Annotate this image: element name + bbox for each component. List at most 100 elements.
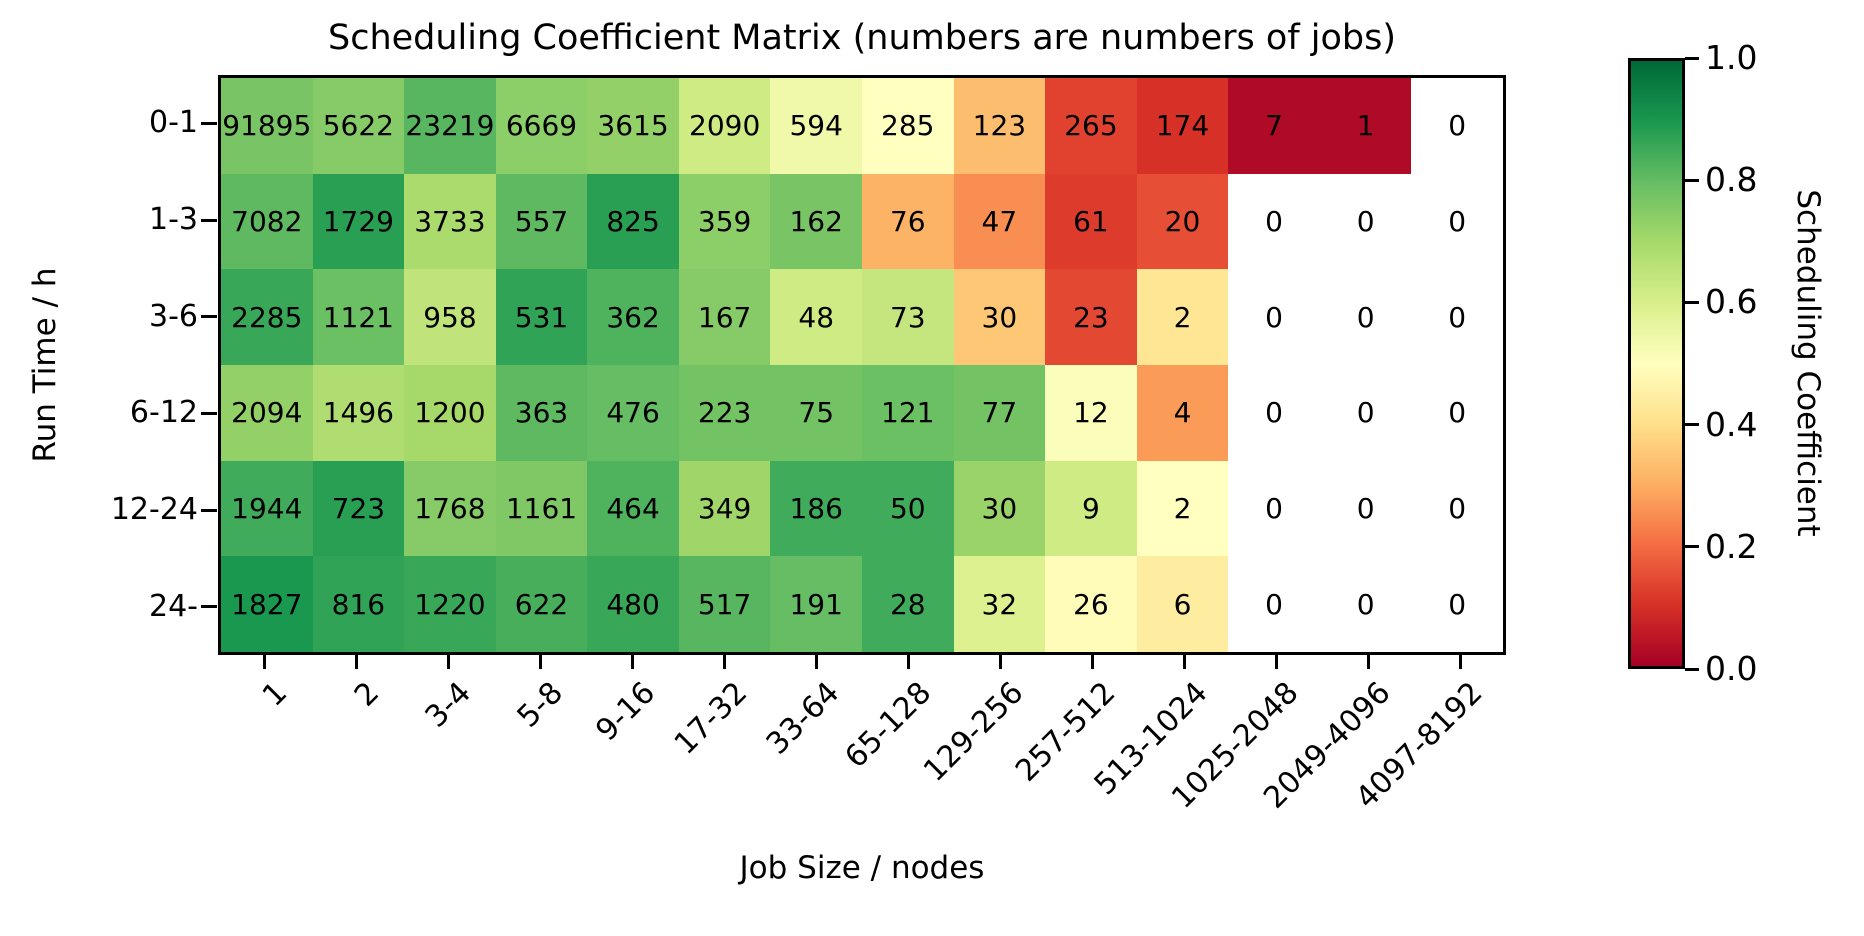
heatmap-cell-r5-c12: 0 bbox=[1319, 556, 1412, 652]
x-tick-label: 1 bbox=[255, 675, 295, 714]
y-tick-mark bbox=[201, 121, 217, 125]
y-tick-mark bbox=[201, 315, 217, 319]
heatmap-cell-r4-c5: 349 bbox=[678, 460, 771, 557]
colorbar-tick-mark bbox=[1685, 178, 1699, 182]
heatmap-cell-r5-c5: 517 bbox=[678, 556, 771, 652]
heatmap-cell-r4-c10: 2 bbox=[1136, 460, 1229, 557]
heatmap-cell-r4-c3: 1161 bbox=[495, 460, 588, 557]
heatmap-cell-r4-c2: 1768 bbox=[404, 460, 496, 557]
heatmap-cell-r3-c2: 1200 bbox=[404, 364, 496, 461]
colorbar-tick-mark bbox=[1685, 545, 1699, 549]
heatmap-cell-r3-c1: 1496 bbox=[312, 364, 405, 461]
heatmap-cell-r3-c5: 223 bbox=[678, 364, 771, 461]
heatmap-cell-r1-c0: 7082 bbox=[221, 173, 313, 270]
heatmap-cell-r5-c9: 26 bbox=[1045, 556, 1137, 652]
y-tick-label: 0-1 bbox=[149, 105, 198, 141]
colorbar-tick-mark bbox=[1685, 300, 1699, 304]
y-tick-label: 6-12 bbox=[129, 395, 198, 431]
heatmap-cell-r1-c12: 0 bbox=[1319, 173, 1412, 270]
heatmap-cell-r0-c13: 0 bbox=[1411, 78, 1503, 174]
heatmap-cell-r4-c6: 186 bbox=[770, 460, 862, 557]
heatmap-cell-r1-c2: 3733 bbox=[404, 173, 496, 270]
heatmap-cell-r4-c9: 9 bbox=[1045, 460, 1137, 557]
colorbar-tick-mark bbox=[1685, 667, 1699, 671]
colorbar-gradient bbox=[1628, 58, 1685, 669]
heatmap-cell-r2-c6: 48 bbox=[770, 269, 862, 365]
heatmap-cell-r1-c7: 76 bbox=[861, 173, 954, 270]
heatmap-cell-r3-c0: 2094 bbox=[221, 364, 313, 461]
heatmap-cell-r3-c11: 0 bbox=[1228, 364, 1320, 461]
heatmap-cell-r4-c8: 30 bbox=[953, 460, 1046, 557]
x-tick-mark bbox=[998, 655, 1002, 669]
heatmap-cell-r2-c0: 2285 bbox=[221, 269, 313, 365]
x-tick-mark bbox=[1090, 655, 1094, 669]
colorbar-label: Scheduling Coefficient bbox=[1790, 189, 1826, 537]
y-tick-mark bbox=[201, 605, 217, 609]
x-tick-mark bbox=[1274, 655, 1278, 669]
heatmap-cell-r2-c13: 0 bbox=[1411, 269, 1503, 365]
x-tick-mark bbox=[262, 655, 266, 669]
heatmap-cell-r0-c4: 3615 bbox=[587, 78, 679, 174]
x-tick-mark bbox=[1458, 655, 1462, 669]
heatmap-cell-r5-c7: 28 bbox=[861, 556, 954, 652]
heatmap-cell-r3-c13: 0 bbox=[1411, 364, 1503, 461]
y-tick-mark bbox=[201, 218, 217, 222]
heatmap-cell-r3-c8: 77 bbox=[953, 364, 1046, 461]
heatmap-cell-r0-c8: 123 bbox=[953, 78, 1046, 174]
heatmap-cell-r4-c7: 50 bbox=[861, 460, 954, 557]
heatmap-cell-r5-c2: 1220 bbox=[404, 556, 496, 652]
heatmap-cell-r1-c13: 0 bbox=[1411, 173, 1503, 270]
heatmap-cell-r2-c1: 1121 bbox=[312, 269, 405, 365]
heatmap-cell-r2-c3: 531 bbox=[495, 269, 588, 365]
heatmap-cell-r5-c10: 6 bbox=[1136, 556, 1229, 652]
heatmap-cell-r2-c10: 2 bbox=[1136, 269, 1229, 365]
x-tick-label: 2 bbox=[347, 675, 387, 714]
heatmap-plot: 91895 5622 23219 6669 3615 2090 594 285 123 265 17… bbox=[218, 75, 1506, 655]
y-axis-label: Run Time / h bbox=[27, 267, 63, 463]
x-tick-label: 5-8 bbox=[510, 675, 571, 735]
heatmap-cell-r1-c8: 47 bbox=[953, 173, 1046, 270]
heatmap-cell-r0-c5: 2090 bbox=[678, 78, 771, 174]
heatmap-cell-r4-c13: 0 bbox=[1411, 460, 1503, 557]
heatmap-cell-r5-c3: 622 bbox=[495, 556, 588, 652]
heatmap-cell-r3-c9: 12 bbox=[1045, 364, 1137, 461]
heatmap-cell-r3-c4: 476 bbox=[587, 364, 679, 461]
heatmap-cell-r5-c11: 0 bbox=[1228, 556, 1320, 652]
heatmap-cell-r0-c6: 594 bbox=[770, 78, 862, 174]
heatmap-cell-r1-c1: 1729 bbox=[312, 173, 405, 270]
heatmap-cell-r2-c4: 362 bbox=[587, 269, 679, 365]
x-tick-mark bbox=[1366, 655, 1370, 669]
heatmap-cell-r5-c0: 1827 bbox=[221, 556, 313, 652]
heatmap-cell-r0-c1: 5622 bbox=[312, 78, 405, 174]
heatmap-cell-r0-c7: 285 bbox=[861, 78, 954, 174]
heatmap-cell-r1-c3: 557 bbox=[495, 173, 588, 270]
colorbar-tick-label: 0.0 bbox=[1705, 649, 1758, 688]
heatmap-cell-r2-c5: 167 bbox=[678, 269, 771, 365]
heatmap-cell-r2-c7: 73 bbox=[861, 269, 954, 365]
colorbar-tick-mark bbox=[1685, 423, 1699, 427]
x-tick-label: 33-64 bbox=[759, 675, 847, 762]
y-tick-mark bbox=[201, 411, 217, 415]
colorbar-tick-label: 0.2 bbox=[1705, 526, 1758, 566]
heatmap-cell-r1-c10: 20 bbox=[1136, 173, 1229, 270]
heatmap-cell-r0-c11: 7 bbox=[1228, 78, 1320, 174]
heatmap-cell-r2-c8: 30 bbox=[953, 269, 1046, 365]
y-tick-mark bbox=[201, 508, 217, 512]
colorbar-tick-label: 0.6 bbox=[1705, 282, 1758, 322]
heatmap-cell-r5-c4: 480 bbox=[587, 556, 679, 652]
heatmap-cell-r1-c11: 0 bbox=[1228, 173, 1320, 270]
x-tick-label: 3-4 bbox=[418, 675, 479, 735]
heatmap-cell-r4-c4: 464 bbox=[587, 460, 679, 557]
heatmap-cell-r4-c0: 1944 bbox=[221, 460, 313, 557]
heatmap-cell-r0-c12: 1 bbox=[1319, 78, 1412, 174]
heatmap-cell-r0-c10: 174 bbox=[1136, 78, 1229, 174]
x-tick-mark bbox=[446, 655, 450, 669]
y-tick-label: 24- bbox=[149, 588, 198, 624]
heatmap-cell-r4-c11: 0 bbox=[1228, 460, 1320, 557]
heatmap-cell-r3-c7: 121 bbox=[861, 364, 954, 461]
x-axis-label: Job Size / nodes bbox=[739, 850, 985, 886]
heatmap-cell-r1-c6: 162 bbox=[770, 173, 862, 270]
heatmap-cell-r4-c12: 0 bbox=[1319, 460, 1412, 557]
colorbar-tick-label: 0.4 bbox=[1705, 404, 1758, 444]
heatmap-cell-r2-c2: 958 bbox=[404, 269, 496, 365]
